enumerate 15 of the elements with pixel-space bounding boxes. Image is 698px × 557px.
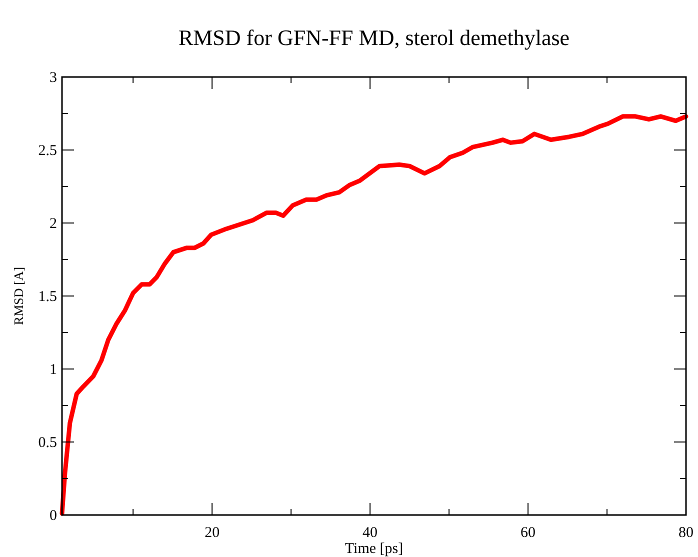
y-tick-label: 2.5 [38, 143, 57, 159]
y-tick-label: 0 [50, 508, 57, 524]
x-axis-title: Time [ps] [344, 541, 404, 557]
y-tick-label: 3 [50, 70, 57, 86]
x-tick-label: 40 [362, 525, 378, 541]
chart-title: RMSD for GFN-FF MD, sterol demethylase [178, 25, 570, 50]
y-tick-label: 1.5 [38, 289, 57, 305]
y-axis-title: RMSD [A] [11, 266, 26, 326]
y-tick-label: 1 [50, 362, 57, 378]
x-tick-label: 60 [520, 525, 536, 541]
x-tick-label: 20 [204, 525, 220, 541]
y-tick-label: 2 [50, 216, 57, 232]
line-series [60, 114, 688, 516]
y-tick-label: 0.5 [38, 435, 57, 451]
x-tick-label: 80 [678, 525, 694, 541]
